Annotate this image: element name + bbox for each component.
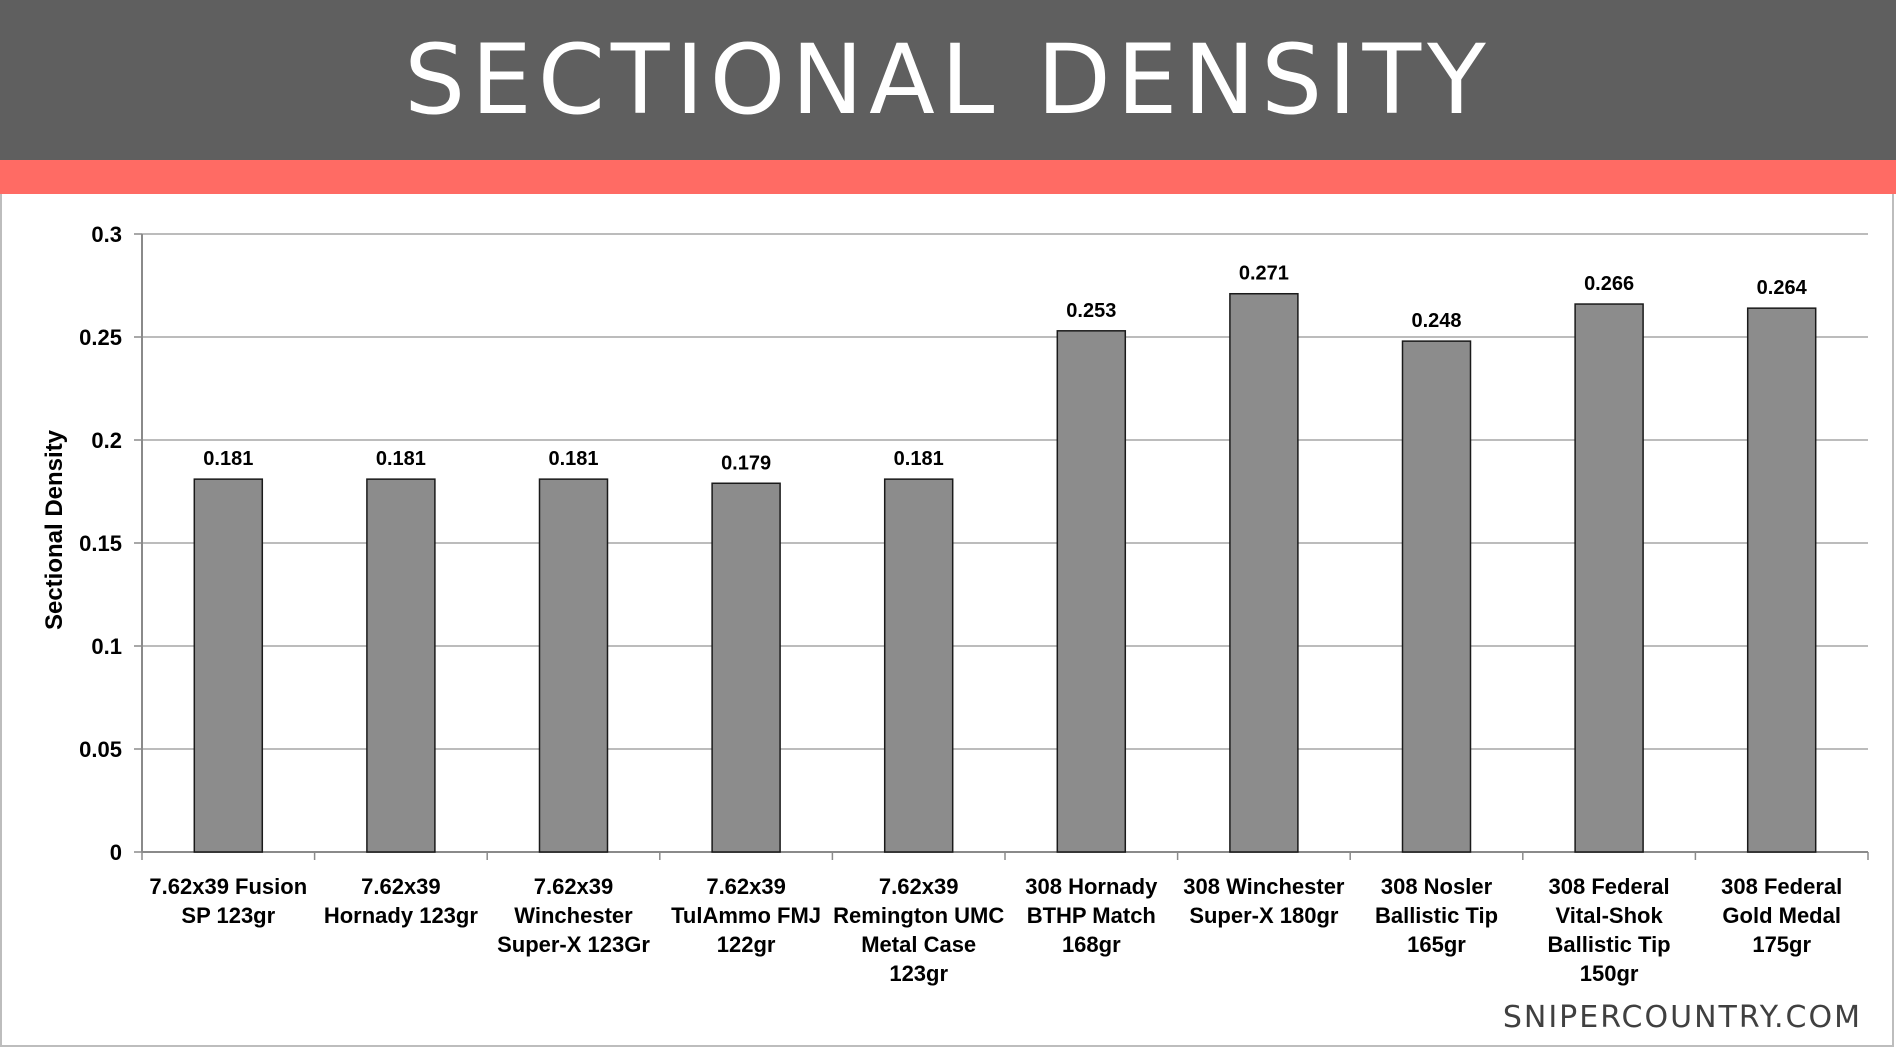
data-label: 0.181	[894, 448, 944, 470]
bar	[1574, 303, 1644, 853]
y-tick-label: 0.25	[79, 325, 122, 350]
x-tick-label-line: 308 Federal	[1549, 874, 1670, 899]
data-label: 0.264	[1757, 277, 1808, 299]
data-label: 0.248	[1411, 310, 1461, 332]
y-tick-label: 0.05	[79, 737, 122, 762]
accent-stripe	[0, 160, 1896, 194]
x-tick-label-line: Vital-Shok	[1556, 903, 1664, 928]
bars	[193, 292, 1817, 853]
x-axis-ticks: 7.62x39 Fusion SP 123gr 7.62x39 Hornady 123…	[149, 874, 1842, 986]
x-tick-label-line: 7.62x39	[879, 874, 959, 899]
bar	[1401, 340, 1472, 853]
x-tick-label: 308 Federal Vital-Shok Ballistic Tip 150gr	[1548, 874, 1671, 986]
x-tick-label-line: 165gr	[1407, 932, 1466, 957]
x-tick-label-line: 123gr	[889, 961, 948, 986]
x-tick-label-line: SP 123gr	[181, 903, 275, 928]
header-banner: SECTIONAL DENSITY	[0, 0, 1896, 160]
x-tick-label-line: 308 Federal	[1721, 874, 1842, 899]
x-tick-label-line: 308 Hornady	[1025, 874, 1158, 899]
bar	[1056, 330, 1127, 853]
x-tick-label-line: Ballistic Tip	[1375, 903, 1498, 928]
x-tick-label-line: Hornady 123gr	[324, 903, 478, 928]
y-tick-label: 0.15	[79, 531, 122, 556]
x-tick-label: 7.62x39 Fusion SP 123gr	[149, 874, 307, 928]
bar	[193, 478, 264, 853]
bar	[883, 478, 954, 853]
x-tick-label: 308 Winchester Super-X 180gr	[1183, 874, 1345, 928]
x-tick-label: 308 Nosler Ballistic Tip 165gr	[1375, 874, 1498, 957]
x-tick-label-line: 7.62x39	[361, 874, 441, 899]
x-tick-label-line: 308 Winchester	[1183, 874, 1345, 899]
x-tick-label: 7.62x39 TulAmmo FMJ 122gr	[671, 874, 821, 957]
x-tick-label: 7.62x39 Winchester Super-X 123Gr	[497, 874, 650, 957]
data-labels: 0.181 0.181 0.181 0.179 0.181 0.253 0.271 0.248…	[203, 263, 1807, 475]
data-label: 0.179	[721, 452, 771, 474]
x-tick-label-line: TulAmmo FMJ	[671, 903, 821, 928]
x-tick-label: 7.62x39 Hornady 123gr	[324, 874, 478, 928]
y-tick-label: 0.1	[91, 634, 122, 659]
x-tick-label-line: Metal Case	[861, 932, 976, 957]
x-tick-label-line: 7.62x39	[534, 874, 614, 899]
x-tick-label-line: 150gr	[1580, 961, 1639, 986]
x-tick-label-line: Remington UMC	[833, 903, 1004, 928]
bar	[1229, 292, 1299, 853]
site-credit: SNIPERCOUNTRY.COM	[1502, 1000, 1862, 1035]
bar	[711, 482, 781, 853]
data-label: 0.181	[548, 448, 598, 470]
x-tick-label: 308 Hornady BTHP Match 168gr	[1025, 874, 1158, 957]
x-tick-label-line: BTHP Match	[1027, 903, 1156, 928]
y-tick-label: 0	[110, 840, 122, 865]
page-title: SECTIONAL DENSITY	[404, 24, 1492, 136]
x-tick-label-line: 175gr	[1752, 932, 1811, 957]
data-label: 0.266	[1584, 273, 1634, 295]
data-label: 0.181	[203, 448, 253, 470]
x-tick-label-line: 308 Nosler	[1381, 874, 1493, 899]
data-label: 0.181	[376, 448, 426, 470]
x-tick-label: 308 Federal Gold Medal 175gr	[1721, 874, 1842, 957]
x-tick-label-line: Gold Medal	[1722, 903, 1841, 928]
x-tick-label-line: 168gr	[1062, 932, 1121, 957]
bar	[366, 478, 436, 853]
data-label: 0.253	[1066, 300, 1116, 322]
data-label: 0.271	[1239, 263, 1289, 285]
x-tick-label-line: 122gr	[717, 932, 776, 957]
chart-frame	[0, 194, 1894, 1047]
y-axis-label: Sectional Density	[41, 429, 68, 630]
x-tick-label-line: Super-X 180gr	[1189, 903, 1339, 928]
x-tick-label-line: 7.62x39	[706, 874, 786, 899]
x-tick-label-line: Ballistic Tip	[1548, 932, 1671, 957]
x-tick-label-line: Winchester	[514, 903, 633, 928]
x-tick-label-line: Super-X 123Gr	[497, 932, 650, 957]
y-tick-label: 0.2	[91, 428, 122, 453]
bar	[1746, 307, 1817, 853]
y-axis-ticks: 0 0.05 0.1 0.15 0.2 0.25 0.3	[79, 222, 122, 865]
bar	[538, 478, 609, 853]
x-tick-label: 7.62x39 Remington UMC Metal Case 123gr	[833, 874, 1004, 986]
y-tick-label: 0.3	[91, 222, 122, 247]
x-tick-label-line: 7.62x39 Fusion	[149, 874, 307, 899]
